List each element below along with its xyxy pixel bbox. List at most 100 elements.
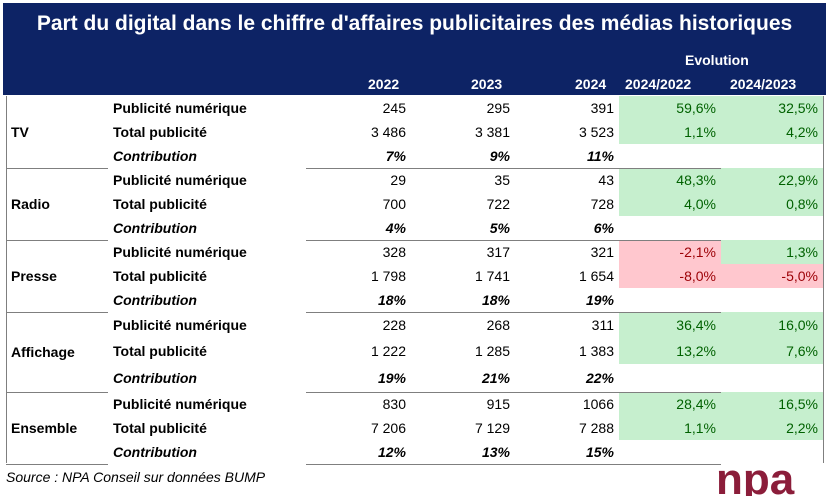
table-title: Part du digital dans le chiffre d'affair…	[3, 3, 826, 45]
value-2022: 700	[382, 196, 406, 212]
evolution-2024-2022	[619, 288, 721, 313]
table-left-border	[6, 96, 7, 463]
table-row: TV Publicité numérique 245 295 391 59,6% 32,5%	[6, 96, 823, 169]
evolution-2024-2022: 1,1%	[619, 120, 721, 144]
evolution-2024-2023: 16,5%	[721, 392, 823, 416]
row-label: Contribution	[113, 148, 197, 164]
row-label: Contribution	[113, 444, 197, 460]
group-label: TV	[6, 96, 108, 169]
value-2024: 43	[598, 172, 614, 189]
evolution-2024-2022: 28,4%	[619, 392, 721, 416]
value-2023: 5%	[411, 216, 515, 241]
value-2023: 3 381	[474, 124, 510, 140]
value-2024: 19%	[515, 288, 619, 313]
value-2024: 1 383	[578, 343, 614, 359]
group-label: Ensemble	[6, 392, 108, 465]
value-2023: 915	[486, 396, 510, 413]
value-2022: 7%	[306, 144, 411, 169]
evolution-2024-2022: 4,0%	[619, 192, 721, 216]
evolution-2024-2022: 48,3%	[619, 168, 721, 192]
value-2023: 18%	[411, 288, 515, 313]
value-2022: 328	[382, 244, 406, 261]
value-2022: 830	[382, 396, 406, 413]
evolution-2024-2022: 13,2%	[619, 338, 721, 364]
value-2022: 1 798	[370, 268, 406, 284]
row-label: Publicité numérique	[113, 396, 247, 412]
row-label: Publicité numérique	[113, 172, 247, 188]
value-2023: 1 285	[474, 343, 510, 359]
value-2023: 317	[486, 244, 510, 261]
row-label: Total publicité	[113, 196, 207, 212]
value-2024: 1066	[582, 396, 614, 413]
table-row: Ensemble Publicité numérique 830 915 1066 28,…	[6, 392, 823, 465]
table-row: Contribution 12% 13% 15%	[6, 440, 823, 465]
value-2024: 22%	[515, 364, 619, 393]
evolution-2024-2022	[619, 216, 721, 241]
table-row: Contribution 18% 18% 19%	[6, 288, 823, 313]
evolution-2024-2022	[619, 440, 721, 465]
table-row: Total publicité 1 798 1 741 1 654 -8,0% -5,0%	[6, 264, 823, 288]
value-2022: 18%	[306, 288, 411, 313]
value-2023: 722	[486, 196, 510, 212]
year-header-2023: 2023	[471, 76, 503, 92]
value-2023: 1 741	[474, 268, 510, 284]
value-2023: 21%	[411, 364, 515, 393]
value-2024: 321	[590, 244, 614, 261]
row-label: Publicité numérique	[113, 317, 247, 333]
value-2023: 13%	[411, 440, 515, 465]
value-2024: 728	[590, 196, 614, 212]
table-row: Radio Publicité numérique 29 35 43 48,3% 22,9%	[6, 168, 823, 241]
row-label: Publicité numérique	[113, 244, 247, 260]
evolution-2024-2022	[619, 364, 721, 393]
evolution-2024-2023	[721, 144, 823, 168]
value-2023: 295	[486, 100, 510, 116]
evo-header-2024-2022: 2024/2022	[625, 76, 692, 92]
value-2024: 6%	[515, 216, 619, 241]
table-row: Contribution 7% 9% 11%	[6, 144, 823, 169]
group-label: Affichage	[6, 312, 108, 393]
evolution-2024-2023	[721, 216, 823, 240]
value-2024: 15%	[515, 440, 619, 465]
npa-logo: npa	[716, 460, 795, 496]
table-header: Evolution 2022 2023 2024 2024/2022 2024/…	[3, 45, 826, 95]
group-label: Radio	[6, 168, 108, 241]
evolution-2024-2022	[619, 144, 721, 169]
evo-header-2024-2023: 2024/2023	[730, 76, 797, 92]
row-label: Total publicité	[113, 420, 207, 436]
row-label: Contribution	[113, 292, 197, 308]
row-label: Total publicité	[113, 343, 207, 359]
row-label: Publicité numérique	[113, 100, 247, 116]
evolution-2024-2022: -8,0%	[619, 264, 721, 288]
source-note: Source : NPA Conseil sur données BUMP	[6, 469, 266, 485]
evolution-2024-2023: 2,2%	[721, 416, 823, 440]
value-2022: 4%	[306, 216, 411, 241]
evolution-2024-2023: 7,6%	[721, 338, 823, 364]
evolution-2024-2023: -5,0%	[721, 264, 823, 288]
value-2022: 12%	[306, 440, 411, 465]
table-row: Total publicité 700 722 728 4,0% 0,8%	[6, 192, 823, 216]
value-2022: 19%	[306, 364, 411, 393]
value-2023: 268	[486, 317, 510, 334]
table-row: Contribution 19% 21% 22%	[6, 364, 823, 393]
row-label: Contribution	[113, 220, 197, 236]
value-2022: 3 486	[370, 124, 406, 140]
evolution-2024-2023	[721, 364, 823, 392]
value-2023: 9%	[411, 144, 515, 169]
value-2022: 1 222	[370, 343, 406, 359]
table-row: Total publicité 1 222 1 285 1 383 13,2% 7,6%	[6, 338, 823, 364]
value-2024: 391	[590, 100, 614, 116]
evolution-2024-2023: 0,8%	[721, 192, 823, 216]
value-2023: 35	[494, 172, 510, 189]
year-header-2024: 2024	[575, 76, 607, 92]
value-2022: 245	[382, 100, 406, 116]
evolution-2024-2022: -2,1%	[619, 240, 721, 264]
table-row: Total publicité 7 206 7 129 7 288 1,1% 2,2%	[6, 416, 823, 440]
value-2022: 228	[382, 317, 406, 334]
row-label: Total publicité	[113, 268, 207, 284]
evolution-2024-2023: 16,0%	[721, 312, 823, 338]
value-2024: 311	[591, 317, 614, 334]
row-label: Contribution	[113, 370, 197, 386]
value-2024: 3 523	[578, 124, 614, 140]
data-table: TV Publicité numérique 245 295 391 59,6% 32,5%…	[6, 96, 823, 465]
evolution-2024-2022: 36,4%	[619, 312, 721, 338]
